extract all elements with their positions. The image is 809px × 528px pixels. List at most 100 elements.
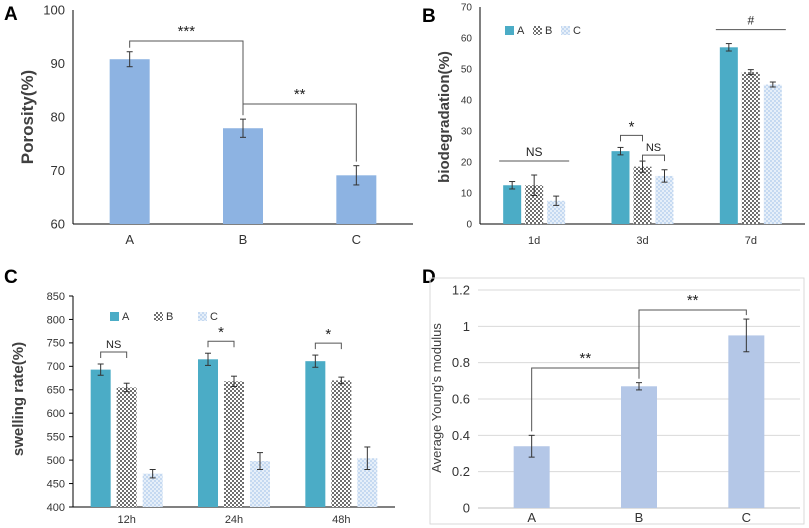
panel-a-y-tick-label: 70 [51,163,65,178]
panel-c-x-tick-label: 12h [117,514,135,526]
panel-a-y-tick-label: 60 [51,217,65,232]
panel-b-x-tick-label: 3d [636,235,648,247]
panel-b-x-ticks: 1d 3d 7d [528,235,757,247]
panel-b-y-tick-label: 50 [461,65,473,76]
panel-a-bracket [242,103,357,162]
panel-d-x-tick-label: A [527,510,536,525]
panel-b-y-tick-label: 60 [461,34,473,45]
panel-d-ylabel: Average Young's modulus [429,323,444,473]
panel-b-bar-b [741,72,760,224]
panel-a-significance: ***** [129,23,357,162]
panel-d-significance-label: ** [579,350,591,367]
panel-d-y-ticks: 0 0.2 0.4 0.6 0.8 1 1.2 [452,283,470,516]
panel-b-ylabel: biodegradation(%) [436,51,453,183]
panel-d-bracket [638,309,747,379]
panel-c-chart: 400 450 500 550 600 650 700 750 800 850 12h 24h 48h… [10,291,395,526]
panel-a-x-tick-label: A [125,232,134,247]
panel-b-y-tick-label: 40 [461,96,473,107]
panel-b-bar-b [525,185,544,224]
panel-b-bar-a [719,47,738,224]
panel-c-legend-swatch-b [154,312,163,321]
panel-a-y-ticks: 60 70 80 90 100 [43,3,65,232]
panel-d-y-tick-label: 0.6 [452,392,470,407]
panel-d-chart: 0 0.2 0.4 0.6 0.8 1 1.2 A B C ** ** Average Young… [429,277,805,525]
panel-b-y-tick-label: 70 [461,3,473,14]
panel-c-y-tick-label: 450 [47,478,65,490]
panel-c-significance-label: * [325,326,331,343]
panel-b-bar-c [547,200,566,224]
panel-b-bar-c [763,84,782,224]
panel-b-x-tick-label: 7d [745,235,757,247]
panel-a-y-tick-label: 100 [43,3,65,18]
panel-b-significance-label: * [629,118,635,135]
panel-c-y-tick-label: 800 [47,314,65,326]
panel-d-y-tick-label: 1 [463,319,470,334]
panel-d-y-tick-label: 0.2 [452,464,470,479]
panel-c-y-ticks: 400 450 500 550 600 650 700 750 800 850 [47,291,73,514]
panel-b-chart: 0 10 20 30 40 50 60 70 1d 3d 7d A B C NS * NS # biodeg… [436,3,805,247]
panel-b-significance-label: # [747,14,754,28]
panel-b-legend-swatch-c [561,26,570,35]
panel-c-y-tick-label: 550 [47,432,65,444]
panel-b-y-ticks: 0 10 20 30 40 50 60 70 [461,3,473,231]
panel-c-x-tick-label: 48h [332,514,350,526]
panel-c-y-tick-label: 700 [47,361,65,373]
panel-d-bars [513,318,765,508]
panel-c-bar-b [116,387,137,507]
panel-a-ylabel: Porosity(%) [18,70,37,164]
panel-c-bar-a [90,369,111,507]
panel-c-y-tick-label: 500 [47,455,65,467]
panel-c-bar-b [224,381,244,507]
panel-c-bracket [100,351,128,358]
panel-a-bar-b [223,128,263,224]
panel-b-significance-label: NS [646,142,661,154]
panel-a-significance-label: ** [294,86,306,103]
panel-c-bar-a [305,361,326,507]
panel-b-significance: NS * NS # [499,14,786,162]
panel-b-bar-b [633,166,652,224]
panel-d-bar-b [621,386,657,508]
panel-d-x-tick-label: C [742,510,751,525]
panel-a-x-ticks: A B C [125,232,361,247]
panel-c-y-tick-label: 400 [47,502,65,514]
panel-d-bar-c [728,335,765,508]
panel-b-bars [503,43,782,224]
panel-a-bar-a [109,59,150,224]
panel-c-legend-label-a: A [122,311,130,323]
panel-c-x-tick-label: 24h [225,514,243,526]
panel-c-significance-label: * [218,324,224,341]
panel-letter-d: D [422,267,436,288]
panel-a-x-tick-label: B [239,232,248,247]
panel-b-y-tick-label: 0 [466,220,472,231]
panel-a-bars [109,51,377,224]
panel-d-x-ticks: A B C [527,510,751,525]
panel-c-y-tick-label: 850 [47,291,65,303]
panel-b-legend: A B C [505,25,581,37]
panel-b-x-tick-label: 1d [528,235,540,247]
panel-d-significance-label: ** [687,292,699,309]
panel-c-bar-a [198,359,218,507]
panel-d-y-tick-label: 0.4 [452,428,470,443]
panel-c-bars [90,352,378,507]
panel-c-bracket [207,340,235,348]
panel-d-x-tick-label: B [635,510,644,525]
panel-b-significance-label: NS [526,145,543,159]
panel-c-legend-swatch-a [110,312,119,321]
panel-c-significance-label: NS [106,339,121,351]
panel-b-bar-a [503,185,522,224]
panel-d-y-tick-label: 1.2 [452,283,470,298]
panel-a-significance-label: *** [178,23,196,40]
panel-a-y-tick-label: 90 [51,56,65,71]
panel-c-y-tick-label: 750 [47,338,65,350]
panel-b-legend-swatch-a [505,26,514,35]
panel-c-bar-c [250,461,270,507]
panel-letter-c: C [4,267,18,288]
panel-d-significance: ** ** [531,292,747,432]
panel-b-bracket [642,154,665,162]
panel-c-y-tick-label: 650 [47,385,65,397]
panel-c-significance: NS * * [100,324,342,358]
panel-b-bar-a [611,151,630,224]
panel-c-y-tick-label: 600 [47,408,65,420]
panel-b-legend-label-a: A [517,25,525,37]
